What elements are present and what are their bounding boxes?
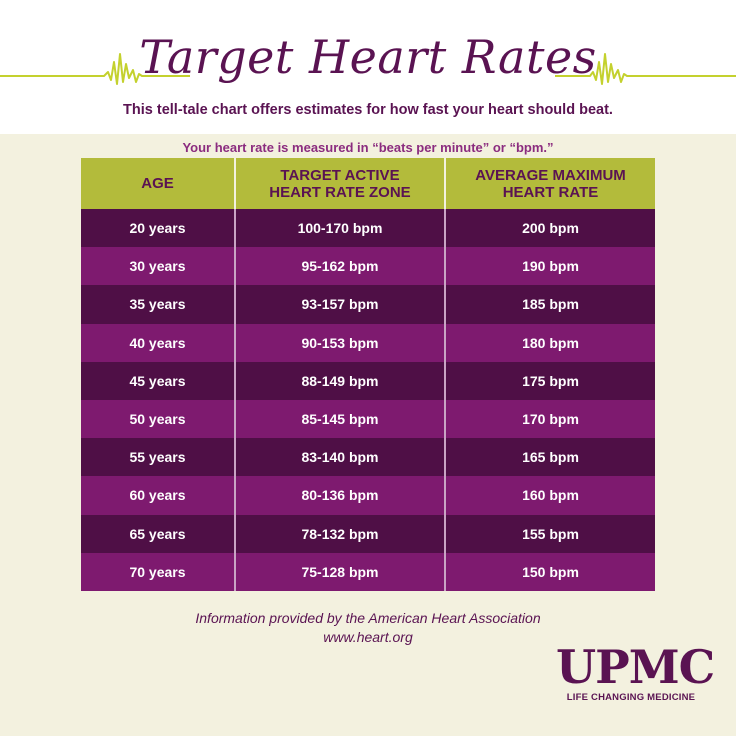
heartbeat-line-icon	[0, 53, 736, 85]
cell-target-zone: 78-132 bpm	[235, 514, 446, 553]
table-row: 50 years 85-145 bpm 170 bpm	[81, 399, 655, 439]
source-line: Information provided by the American Hea…	[195, 610, 541, 626]
cell-target-zone: 93-157 bpm	[235, 285, 446, 324]
header-line: HEART RATE ZONE	[269, 183, 411, 201]
cell-max-rate: 160 bpm	[445, 476, 655, 515]
table-row: 70 years 75-128 bpm 150 bpm	[81, 552, 655, 591]
cell-age: 30 years	[81, 247, 236, 286]
cell-age: 35 years	[81, 285, 236, 324]
cell-max-rate: 175 bpm	[445, 361, 655, 400]
heart-rate-table: AGE TARGET ACTIVE HEART RATE ZONE AVERAG…	[81, 158, 655, 591]
cell-max-rate: 150 bpm	[445, 552, 655, 591]
table-row: 55 years 83-140 bpm 165 bpm	[81, 438, 655, 477]
cell-age: 20 years	[81, 209, 236, 248]
header-row: AGE TARGET ACTIVE HEART RATE ZONE AVERAG…	[81, 158, 655, 209]
cell-max-rate: 180 bpm	[445, 323, 655, 362]
table-body: 20 years 100-170 bpm 200 bpm 30 years 95-162…	[81, 209, 655, 591]
cell-target-zone: 80-136 bpm	[235, 476, 446, 515]
cell-age: 40 years	[81, 323, 236, 362]
column-header-target-zone: TARGET ACTIVE HEART RATE ZONE	[235, 158, 446, 209]
table-row: 30 years 95-162 bpm 190 bpm	[81, 247, 655, 286]
cell-target-zone: 83-140 bpm	[235, 438, 446, 477]
cell-age: 50 years	[81, 399, 236, 439]
cell-age: 65 years	[81, 514, 236, 553]
source-credit: Information provided by the American Hea…	[0, 609, 736, 647]
column-header-max-rate: AVERAGE MAXIMUM HEART RATE	[445, 158, 655, 209]
cell-age: 70 years	[81, 552, 236, 591]
table-row: 60 years 80-136 bpm 160 bpm	[81, 476, 655, 515]
cell-max-rate: 170 bpm	[445, 399, 655, 439]
cell-age: 60 years	[81, 476, 236, 515]
header-line: AVERAGE MAXIMUM	[475, 166, 626, 184]
cell-target-zone: 90-153 bpm	[235, 323, 446, 362]
table-row: 35 years 93-157 bpm 185 bpm	[81, 285, 655, 324]
logo-tagline: LIFE CHANGING MEDICINE	[566, 692, 696, 703]
upmc-logo: UPMC LIFE CHANGING MEDICINE	[556, 640, 715, 703]
column-header-age: AGE	[81, 158, 236, 209]
bpm-note: Your heart rate is measured in “beats pe…	[182, 140, 554, 155]
cell-target-zone: 95-162 bpm	[235, 247, 446, 286]
cell-max-rate: 190 bpm	[445, 247, 655, 286]
table-row: 65 years 78-132 bpm 155 bpm	[81, 514, 655, 553]
header-band	[0, 0, 736, 134]
source-url: www.heart.org	[323, 629, 413, 645]
cell-max-rate: 185 bpm	[445, 285, 655, 324]
cell-target-zone: 85-145 bpm	[235, 399, 446, 439]
cell-max-rate: 200 bpm	[445, 209, 655, 248]
cell-max-rate: 155 bpm	[445, 514, 655, 553]
cell-max-rate: 165 bpm	[445, 438, 655, 477]
table-row: 40 years 90-153 bpm 180 bpm	[81, 323, 655, 362]
table-row: 20 years 100-170 bpm 200 bpm	[81, 209, 655, 248]
header-line: HEART RATE	[502, 183, 599, 201]
cell-age: 55 years	[81, 438, 236, 477]
cell-target-zone: 100-170 bpm	[235, 209, 446, 248]
header-line: TARGET ACTIVE	[280, 166, 400, 184]
page-subtitle: This tell-tale chart offers estimates fo…	[123, 102, 613, 118]
table-row: 45 years 88-149 bpm 175 bpm	[81, 361, 655, 400]
table-header: AGE TARGET ACTIVE HEART RATE ZONE AVERAG…	[81, 158, 655, 209]
logo-wordmark: UPMC	[556, 640, 715, 694]
page-title: Target Heart Rates	[139, 30, 597, 84]
cell-target-zone: 75-128 bpm	[235, 552, 446, 591]
header-line: AGE	[141, 175, 174, 192]
cell-age: 45 years	[81, 361, 236, 400]
cell-target-zone: 88-149 bpm	[235, 361, 446, 400]
